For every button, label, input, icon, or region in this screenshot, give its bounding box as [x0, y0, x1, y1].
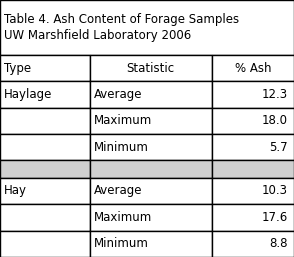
Text: Average: Average [94, 88, 142, 101]
Bar [212, 108, 294, 134]
Text: Average: Average [94, 185, 142, 197]
Text: 5.7: 5.7 [269, 141, 288, 154]
Bar [90, 204, 212, 231]
Bar [212, 55, 294, 81]
Bar [90, 81, 212, 108]
Bar [90, 178, 212, 204]
Text: 17.6: 17.6 [262, 211, 288, 224]
Bar [0, 231, 90, 257]
Bar [90, 134, 212, 161]
Bar [212, 204, 294, 231]
Text: Statistic: Statistic [127, 62, 175, 75]
Text: Minimum: Minimum [94, 141, 148, 154]
Text: Minimum: Minimum [94, 237, 148, 250]
Bar [212, 81, 294, 108]
Text: Haylage: Haylage [4, 88, 52, 101]
Bar [0, 81, 90, 108]
Bar [212, 178, 294, 204]
Bar [0, 134, 90, 161]
Bar [90, 231, 212, 257]
Bar [90, 161, 212, 178]
Text: Hay: Hay [4, 185, 27, 197]
Bar [212, 134, 294, 161]
Bar [212, 231, 294, 257]
Bar [0, 161, 90, 178]
Text: Maximum: Maximum [94, 211, 152, 224]
Bar [0, 178, 90, 204]
Text: 10.3: 10.3 [262, 185, 288, 197]
Text: Type: Type [4, 62, 31, 75]
Text: Maximum: Maximum [94, 114, 152, 127]
Text: 8.8: 8.8 [270, 237, 288, 250]
Text: % Ash: % Ash [235, 62, 271, 75]
Bar [90, 55, 212, 81]
Bar [0, 108, 90, 134]
Bar [0, 204, 90, 231]
Bar [0, 55, 90, 81]
Text: Table 4. Ash Content of Forage Samples
UW Marshfield Laboratory 2006: Table 4. Ash Content of Forage Samples U… [4, 13, 239, 42]
Bar [90, 108, 212, 134]
Bar [0, 0, 294, 55]
Bar [212, 161, 294, 178]
Text: 18.0: 18.0 [262, 114, 288, 127]
Text: 12.3: 12.3 [262, 88, 288, 101]
